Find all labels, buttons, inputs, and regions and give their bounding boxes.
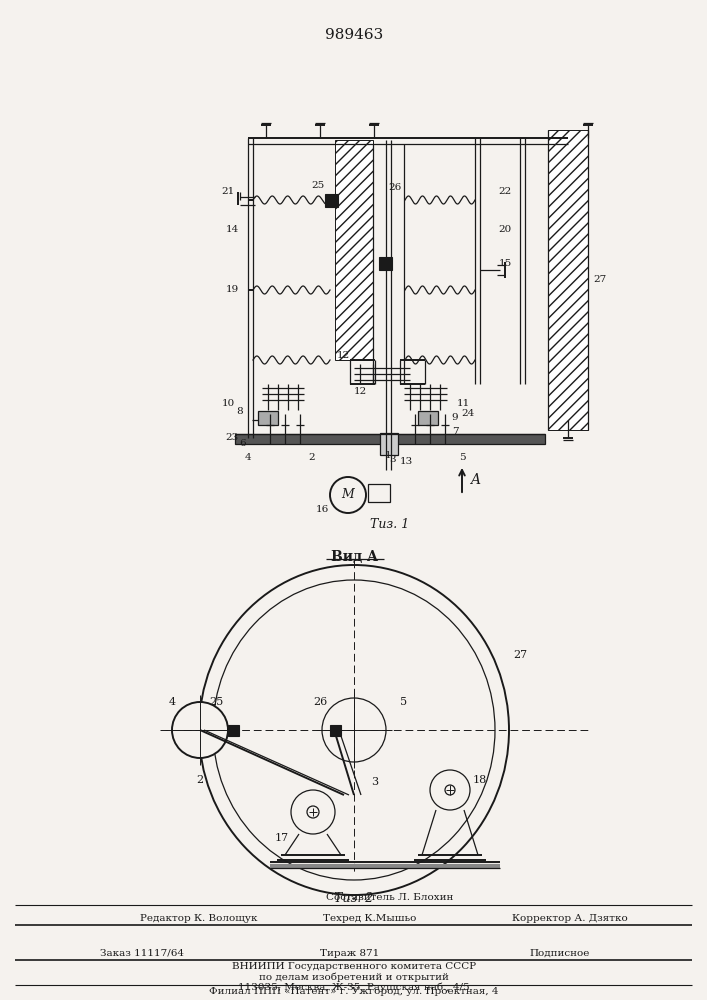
Text: 3: 3: [390, 456, 397, 464]
Text: 17: 17: [275, 833, 289, 843]
Text: 6: 6: [240, 438, 246, 448]
Text: Τиз. 2: Τиз. 2: [334, 892, 373, 905]
Text: 4: 4: [245, 452, 251, 462]
Text: Составитель Л. Блохин: Составитель Л. Блохин: [327, 893, 454, 902]
Text: Подписное: Подписное: [530, 949, 590, 958]
Text: 12: 12: [354, 387, 367, 396]
Bar: [235, 434, 545, 444]
Text: 5: 5: [459, 452, 465, 462]
Text: 4: 4: [168, 697, 175, 707]
Text: 2: 2: [197, 775, 204, 785]
Text: 26: 26: [313, 697, 327, 707]
Text: 20: 20: [498, 226, 512, 234]
Text: Филиал ППП «Патент» г. Ужгород, ул. Проектная, 4: Филиал ППП «Патент» г. Ужгород, ул. Прое…: [209, 987, 498, 996]
Text: 9: 9: [452, 414, 458, 422]
Text: 113035, Москва, Ж-35, Раушская наб., 4/5: 113035, Москва, Ж-35, Раушская наб., 4/5: [238, 982, 470, 992]
Text: 19: 19: [226, 286, 239, 294]
Text: 14: 14: [226, 226, 239, 234]
Bar: [418, 411, 438, 425]
Text: 11: 11: [457, 399, 469, 408]
Circle shape: [330, 477, 366, 513]
Bar: [548, 130, 588, 430]
Circle shape: [172, 702, 228, 758]
Text: 16: 16: [315, 506, 329, 514]
Text: 10: 10: [221, 399, 235, 408]
Bar: [258, 411, 278, 425]
Circle shape: [430, 770, 470, 810]
Text: Τиз. 1: Τиз. 1: [370, 518, 409, 531]
Text: 3: 3: [371, 777, 378, 787]
Bar: [330, 725, 341, 736]
Bar: [380, 433, 398, 455]
Text: Тираж 871: Тираж 871: [320, 949, 380, 958]
Text: 25: 25: [209, 697, 223, 707]
Text: 13: 13: [399, 458, 413, 466]
Text: 27: 27: [513, 650, 527, 660]
Text: Корректор А. Дзятко: Корректор А. Дзятко: [512, 914, 628, 923]
Text: Вид A: Вид A: [331, 550, 378, 564]
Text: 15: 15: [498, 259, 512, 268]
Text: 23: 23: [226, 434, 239, 442]
Bar: [325, 194, 338, 207]
Text: 7: 7: [452, 428, 458, 436]
Text: 989463: 989463: [325, 28, 383, 42]
Text: по делам изобретений и открытий: по делам изобретений и открытий: [259, 973, 449, 982]
Bar: [379, 257, 392, 270]
Text: 5: 5: [400, 697, 407, 707]
Circle shape: [291, 790, 335, 834]
Text: 27: 27: [593, 275, 607, 284]
Text: M: M: [341, 488, 354, 502]
Text: Техред К.Мышьо: Техред К.Мышьо: [323, 914, 416, 923]
Text: 24: 24: [462, 410, 474, 418]
Text: 8: 8: [237, 408, 243, 416]
Circle shape: [322, 698, 386, 762]
Text: Заказ 11117/64: Заказ 11117/64: [100, 949, 184, 958]
Bar: [368, 484, 390, 502]
Text: 26: 26: [388, 184, 402, 192]
Text: 25: 25: [311, 180, 325, 190]
Text: ВНИИПИ Государственного комитета СССР: ВНИИПИ Государственного комитета СССР: [232, 962, 476, 971]
Bar: [335, 140, 373, 360]
Text: 18: 18: [473, 775, 487, 785]
Text: 1: 1: [385, 450, 391, 460]
Text: 22: 22: [498, 188, 512, 196]
Text: A: A: [470, 473, 480, 487]
Text: 21: 21: [221, 188, 235, 196]
Text: 12: 12: [337, 352, 350, 360]
Bar: [228, 725, 239, 736]
Text: 2: 2: [309, 452, 315, 462]
Text: Редактор К. Волощук: Редактор К. Волощук: [140, 914, 257, 923]
